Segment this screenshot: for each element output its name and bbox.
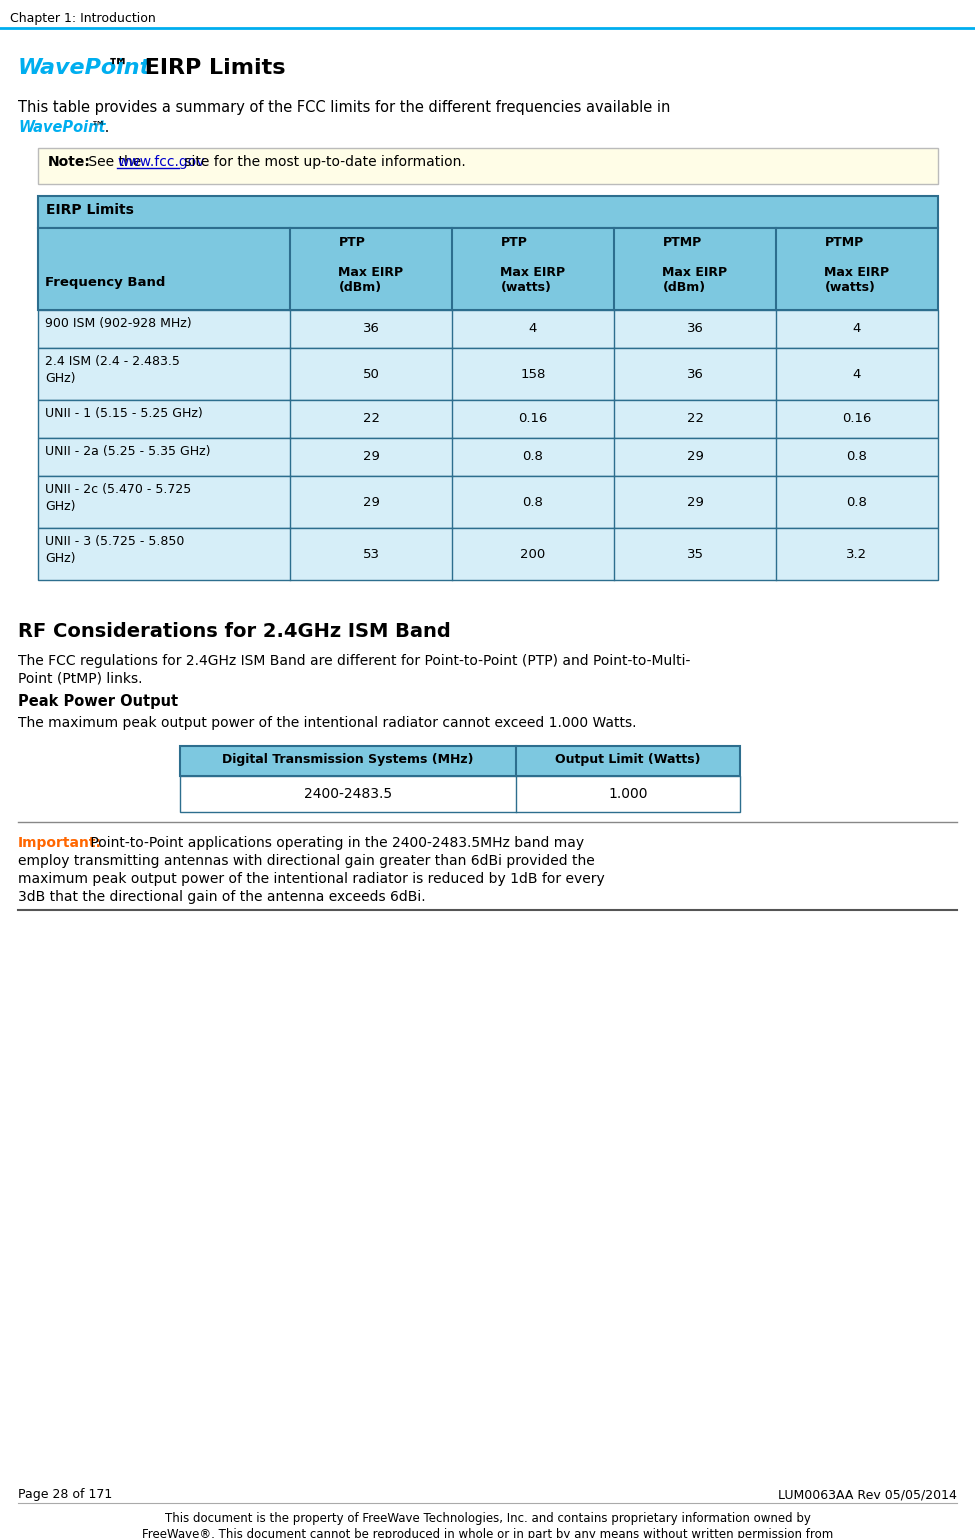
Text: www.fcc.gov: www.fcc.gov bbox=[117, 155, 205, 169]
Text: 0.16: 0.16 bbox=[519, 412, 548, 426]
Text: FreeWave®. This document cannot be reproduced in whole or in part by any means w: FreeWave®. This document cannot be repro… bbox=[142, 1527, 833, 1538]
Text: UNII - 3 (5.725 - 5.850
GHz): UNII - 3 (5.725 - 5.850 GHz) bbox=[45, 535, 184, 564]
Text: 36: 36 bbox=[686, 368, 703, 380]
Text: 2.4 ISM (2.4 - 2.483.5
GHz): 2.4 ISM (2.4 - 2.483.5 GHz) bbox=[45, 355, 179, 384]
FancyBboxPatch shape bbox=[38, 311, 938, 348]
Text: PTP

Max EIRP
(watts): PTP Max EIRP (watts) bbox=[500, 235, 566, 294]
Text: The maximum peak output power of the intentional radiator cannot exceed 1.000 Wa: The maximum peak output power of the int… bbox=[18, 717, 637, 731]
Text: UNII - 2c (5.470 - 5.725
GHz): UNII - 2c (5.470 - 5.725 GHz) bbox=[45, 483, 191, 514]
FancyBboxPatch shape bbox=[38, 400, 938, 438]
Text: Note:: Note: bbox=[48, 155, 91, 169]
Text: 29: 29 bbox=[686, 495, 703, 509]
Text: 900 ISM (902-928 MHz): 900 ISM (902-928 MHz) bbox=[45, 317, 192, 331]
FancyBboxPatch shape bbox=[38, 348, 938, 400]
Text: maximum peak output power of the intentional radiator is reduced by 1dB for ever: maximum peak output power of the intenti… bbox=[18, 872, 604, 886]
Text: 4: 4 bbox=[528, 323, 537, 335]
Text: 0.8: 0.8 bbox=[523, 495, 543, 509]
Text: 158: 158 bbox=[521, 368, 546, 380]
FancyBboxPatch shape bbox=[38, 195, 938, 228]
Text: 0.8: 0.8 bbox=[846, 451, 868, 463]
Text: Page 28 of 171: Page 28 of 171 bbox=[18, 1487, 112, 1501]
FancyBboxPatch shape bbox=[38, 528, 938, 580]
Text: 3dB that the directional gain of the antenna exceeds 6dBi.: 3dB that the directional gain of the ant… bbox=[18, 891, 426, 904]
Text: Peak Power Output: Peak Power Output bbox=[18, 694, 178, 709]
Text: 200: 200 bbox=[521, 548, 546, 560]
Text: ™.: ™. bbox=[91, 120, 110, 135]
Text: 1.000: 1.000 bbox=[608, 787, 647, 801]
Text: UNII - 2a (5.25 - 5.35 GHz): UNII - 2a (5.25 - 5.35 GHz) bbox=[45, 444, 211, 458]
Text: Frequency Band: Frequency Band bbox=[45, 275, 166, 289]
FancyBboxPatch shape bbox=[38, 475, 938, 528]
Text: This document is the property of FreeWave Technologies, Inc. and contains propri: This document is the property of FreeWav… bbox=[165, 1512, 810, 1526]
Text: 50: 50 bbox=[363, 368, 379, 380]
Text: The FCC regulations for 2.4GHz ISM Band are different for Point-to-Point (PTP) a: The FCC regulations for 2.4GHz ISM Band … bbox=[18, 654, 690, 667]
Text: 0.8: 0.8 bbox=[846, 495, 868, 509]
Text: 22: 22 bbox=[363, 412, 379, 426]
Text: See the: See the bbox=[84, 155, 145, 169]
Text: 0.8: 0.8 bbox=[523, 451, 543, 463]
Text: 3.2: 3.2 bbox=[846, 548, 868, 560]
Text: 53: 53 bbox=[363, 548, 379, 560]
Text: 22: 22 bbox=[686, 412, 704, 426]
Text: employ transmitting antennas with directional gain greater than 6dBi provided th: employ transmitting antennas with direct… bbox=[18, 854, 595, 867]
FancyBboxPatch shape bbox=[38, 148, 938, 185]
Text: PTMP

Max EIRP
(watts): PTMP Max EIRP (watts) bbox=[825, 235, 889, 294]
FancyBboxPatch shape bbox=[180, 746, 740, 777]
Text: PTP

Max EIRP
(dBm): PTP Max EIRP (dBm) bbox=[338, 235, 404, 294]
Text: Output Limit (Watts): Output Limit (Watts) bbox=[555, 754, 701, 766]
Text: 29: 29 bbox=[363, 495, 379, 509]
Text: RF Considerations for 2.4GHz ISM Band: RF Considerations for 2.4GHz ISM Band bbox=[18, 621, 450, 641]
Text: PTMP

Max EIRP
(dBm): PTMP Max EIRP (dBm) bbox=[662, 235, 727, 294]
Text: 29: 29 bbox=[363, 451, 379, 463]
Text: ™  EIRP Limits: ™ EIRP Limits bbox=[107, 58, 286, 78]
Text: 4: 4 bbox=[853, 323, 861, 335]
Text: Point (PtMP) links.: Point (PtMP) links. bbox=[18, 672, 142, 686]
Text: 29: 29 bbox=[686, 451, 703, 463]
Text: 2400-2483.5: 2400-2483.5 bbox=[304, 787, 392, 801]
Text: EIRP Limits: EIRP Limits bbox=[46, 203, 134, 217]
Text: Digital Transmission Systems (MHz): Digital Transmission Systems (MHz) bbox=[222, 754, 474, 766]
Text: Important:: Important: bbox=[18, 837, 102, 851]
Text: 36: 36 bbox=[363, 323, 379, 335]
Text: WavePoint: WavePoint bbox=[18, 120, 105, 135]
Text: site for the most up-to-date information.: site for the most up-to-date information… bbox=[180, 155, 466, 169]
Text: 36: 36 bbox=[686, 323, 703, 335]
Text: Chapter 1: Introduction: Chapter 1: Introduction bbox=[10, 12, 156, 25]
Text: 4: 4 bbox=[853, 368, 861, 380]
Text: WavePoint: WavePoint bbox=[18, 58, 151, 78]
FancyBboxPatch shape bbox=[180, 777, 740, 812]
Text: 0.16: 0.16 bbox=[842, 412, 872, 426]
Text: Point-to-Point applications operating in the 2400-2483.5MHz band may: Point-to-Point applications operating in… bbox=[86, 837, 584, 851]
FancyBboxPatch shape bbox=[38, 438, 938, 475]
Text: LUM0063AA Rev 05/05/2014: LUM0063AA Rev 05/05/2014 bbox=[778, 1487, 957, 1501]
Text: This table provides a summary of the FCC limits for the different frequencies av: This table provides a summary of the FCC… bbox=[18, 100, 671, 115]
Text: UNII - 1 (5.15 - 5.25 GHz): UNII - 1 (5.15 - 5.25 GHz) bbox=[45, 408, 203, 420]
FancyBboxPatch shape bbox=[38, 228, 938, 311]
Text: 35: 35 bbox=[686, 548, 704, 560]
